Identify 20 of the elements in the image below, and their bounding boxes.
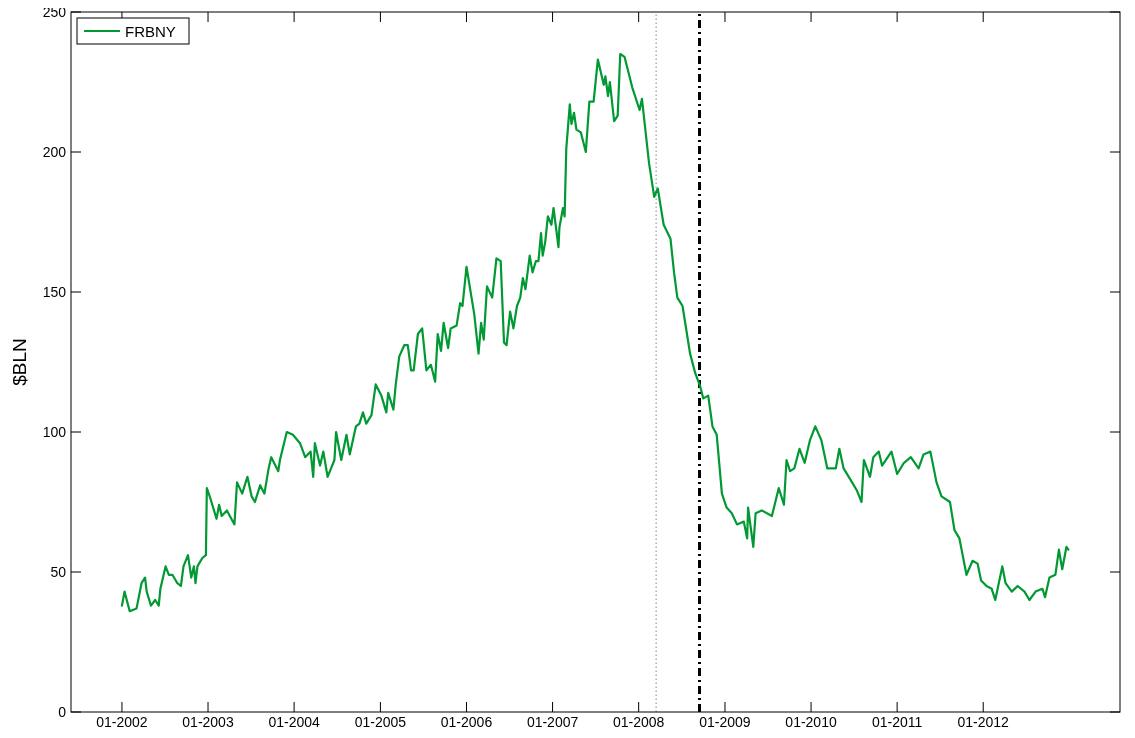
y-axis-title: $BLN: [9, 338, 30, 386]
x-tick-label: 01-2004: [268, 714, 320, 730]
x-tick-label: 01-2003: [182, 714, 234, 730]
y-tick-label: 0: [58, 704, 67, 720]
x-tick-label: 01-2007: [526, 714, 579, 730]
y-tick-label: 200: [42, 144, 67, 160]
x-tick-label: 01-2006: [440, 714, 493, 730]
y-tick-label: 100: [42, 424, 67, 440]
x-tick-label: 01-2009: [699, 714, 751, 730]
y-tick-label: 150: [42, 284, 67, 300]
x-tick-label: 01-2008: [612, 714, 665, 730]
x-tick-label: 01-2011: [871, 714, 923, 730]
legend-label: FRBNY: [125, 23, 176, 40]
y-tick-label: 250: [42, 4, 67, 20]
x-tick-label: 01-2002: [96, 714, 148, 730]
x-tick-label: 01-2012: [957, 714, 1010, 730]
x-tick-label: 01-2005: [354, 714, 407, 730]
line-series: [120, 52, 1070, 613]
x-tick-label: 01-2010: [785, 714, 837, 730]
y-tick-label: 50: [50, 564, 67, 580]
